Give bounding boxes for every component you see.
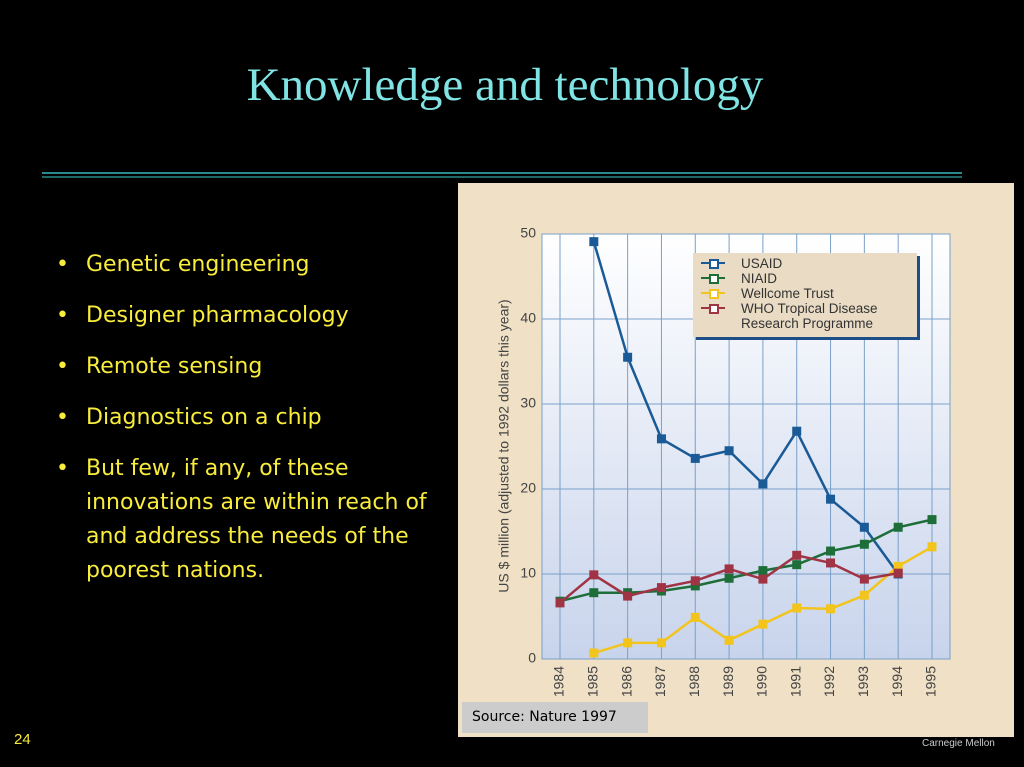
point — [859, 590, 869, 600]
slide-title: Knowledge and technology — [246, 59, 764, 111]
point — [589, 570, 599, 580]
point — [555, 598, 565, 608]
point — [623, 638, 633, 648]
legend-marker — [709, 274, 719, 284]
logo: Carnegie Mellon — [922, 738, 995, 749]
point — [589, 648, 599, 658]
point — [690, 612, 700, 622]
point — [792, 550, 802, 560]
point — [589, 237, 599, 247]
point — [826, 546, 836, 556]
point — [893, 522, 903, 532]
x-tick-label: 1985 — [585, 666, 601, 697]
point — [826, 604, 836, 614]
point — [826, 494, 836, 504]
x-tick-label: 1989 — [720, 666, 736, 697]
legend-marker — [709, 259, 719, 269]
legend-label: Wellcome Trust — [741, 286, 834, 301]
point — [927, 542, 937, 552]
point — [656, 583, 666, 593]
x-tick-label: 1987 — [652, 666, 668, 697]
legend-label: WHO Tropical Disease Research Programme — [741, 301, 878, 331]
point — [893, 568, 903, 578]
point — [792, 603, 802, 613]
point — [792, 426, 802, 436]
x-tick-label: 1992 — [821, 666, 837, 697]
y-tick-label: 50 — [520, 225, 536, 241]
y-tick-label: 0 — [528, 650, 536, 666]
point — [724, 573, 734, 583]
point — [724, 635, 734, 645]
point — [656, 434, 666, 444]
x-tick-label: 1986 — [618, 666, 634, 697]
point — [589, 588, 599, 598]
point — [859, 574, 869, 584]
x-tick-label: 1991 — [787, 666, 803, 697]
legend-entry: NIAID — [693, 271, 917, 286]
bullet: Diagnostics on a chip — [52, 401, 432, 435]
point — [623, 591, 633, 601]
point — [690, 453, 700, 463]
x-tick-label: 1994 — [889, 666, 905, 697]
legend-entry: USAID — [693, 256, 917, 271]
legend-label: USAID — [741, 256, 783, 271]
x-tick-label: 1988 — [686, 666, 702, 697]
bullet: But few, if any, of these innovations ar… — [52, 452, 432, 588]
y-tick-label: 10 — [520, 565, 536, 581]
bullet-list: Genetic engineering Designer pharmacology… — [52, 248, 432, 605]
bullet: Designer pharmacology — [52, 299, 432, 333]
y-tick-label: 30 — [520, 395, 536, 411]
point — [792, 560, 802, 570]
bullet: Genetic engineering — [52, 248, 432, 282]
series-line — [592, 241, 900, 575]
legend-marker — [709, 304, 719, 314]
point — [623, 352, 633, 362]
point — [927, 515, 937, 525]
x-tick-label: 1995 — [923, 666, 939, 697]
y-tick-label: 20 — [520, 480, 536, 496]
legend-entry: Wellcome Trust — [693, 286, 917, 301]
legend-label: NIAID — [741, 271, 778, 286]
legend-entry: WHO Tropical Disease Research Programme — [693, 301, 917, 331]
y-tick-label: 40 — [520, 310, 536, 326]
x-tick-label: 1984 — [551, 666, 567, 697]
legend-marker — [709, 289, 719, 299]
point — [758, 479, 768, 489]
legend: USAID NIAID Wellcome Trust WHO Tropical Dis… — [693, 253, 917, 337]
point — [859, 539, 869, 549]
point — [724, 446, 734, 456]
point — [656, 638, 666, 648]
point — [758, 566, 768, 576]
point — [758, 574, 768, 584]
x-tick-label: 1990 — [754, 666, 770, 697]
plot-border — [541, 233, 951, 660]
point — [859, 522, 869, 532]
point — [826, 558, 836, 568]
point — [758, 619, 768, 629]
point — [724, 564, 734, 574]
y-axis-label: US $ million (adjusted to 1992 dollars t… — [496, 299, 512, 592]
source: Source: Nature 1997 — [462, 702, 648, 733]
page-number: 24 — [14, 731, 31, 748]
x-tick-label: 1993 — [855, 666, 871, 697]
point — [690, 576, 700, 586]
bullet: Remote sensing — [52, 350, 432, 384]
